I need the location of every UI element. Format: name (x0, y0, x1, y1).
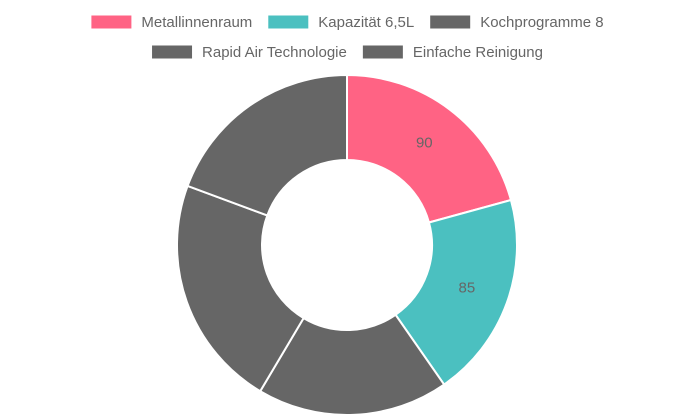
legend-item: Kochprogramme 8 (430, 14, 604, 31)
legend-label: Kapazität 6,5L (318, 14, 414, 31)
legend-swatch (152, 45, 193, 59)
legend-swatch (91, 15, 132, 29)
legend-item: Kapazität 6,5L (268, 14, 414, 31)
segment (258, 313, 446, 416)
segment (176, 184, 305, 393)
legend-item: Metallinnenraum (91, 14, 252, 31)
segment (394, 198, 518, 386)
data-label: 90 (416, 135, 433, 152)
legend-swatch (362, 45, 403, 59)
legend-swatch (430, 15, 471, 29)
data-label: 85 (459, 279, 476, 296)
legend-item: Einfache Reinigung (362, 44, 543, 61)
legend-label: Rapid Air Technologie (202, 44, 347, 61)
segment (186, 73, 348, 217)
legend-label: Kochprogramme 8 (480, 14, 603, 31)
legend-swatch (268, 15, 309, 29)
segment (346, 73, 513, 224)
legend-label: Metallinnenraum (141, 14, 252, 31)
legend-item: Rapid Air Technologie (152, 44, 347, 61)
legend-label: Einfache Reinigung (413, 44, 543, 61)
